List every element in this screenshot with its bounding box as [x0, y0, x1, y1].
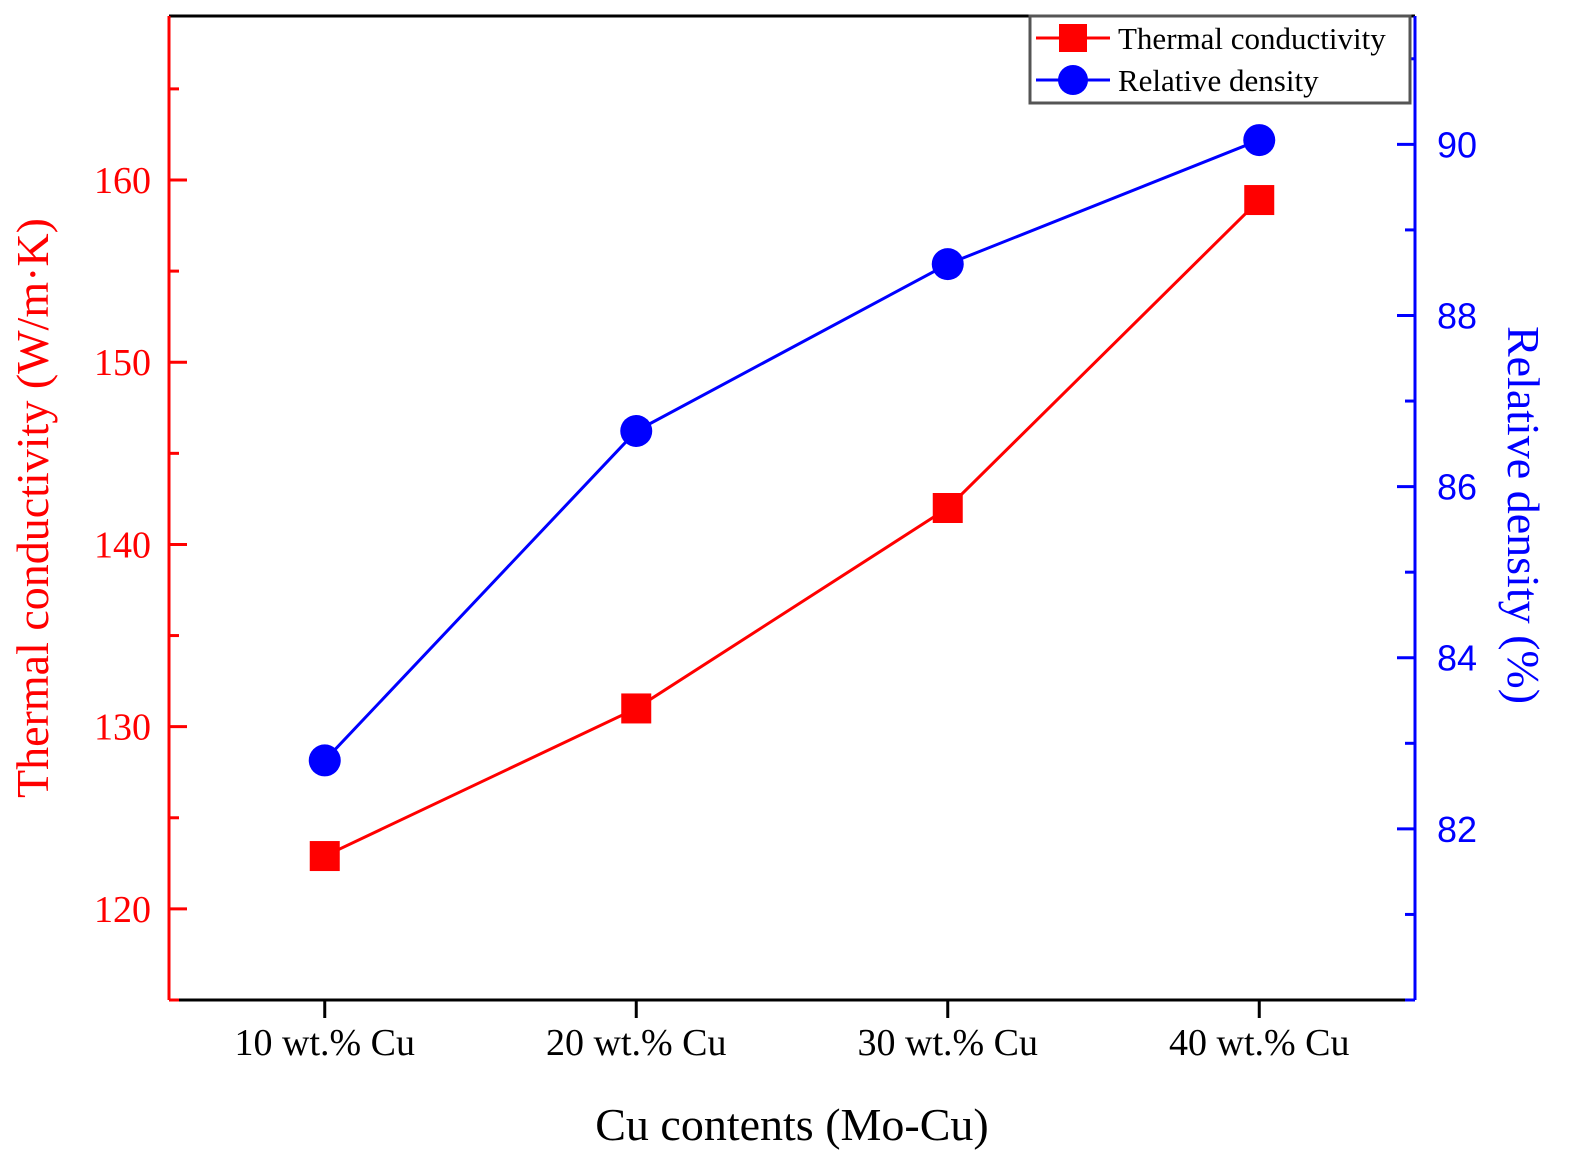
y-left-tick-label: 120	[94, 889, 151, 931]
legend-circle-marker	[1058, 65, 1088, 95]
y-right-tick-label: 84	[1437, 638, 1477, 679]
relative-density-point	[1243, 124, 1276, 157]
legend: Thermal conductivity Relative density	[1028, 14, 1412, 105]
y-right-tick-label: 88	[1437, 295, 1477, 336]
y-left-tick-label: 150	[94, 342, 151, 384]
relative-density-point	[620, 414, 653, 447]
legend-label-thermal: Thermal conductivity	[1118, 21, 1386, 56]
x-tick-label: 40 wt.% Cu	[1169, 1022, 1350, 1064]
legend-label-density: Relative density	[1118, 63, 1319, 98]
y-left-tick-label: 130	[94, 707, 151, 749]
y-right-axis-label: Relative density (%)	[1498, 326, 1549, 704]
thermal-conductivity-point	[1244, 185, 1275, 216]
thermal-conductivity-point	[621, 693, 652, 724]
y-right-tick-label: 86	[1437, 467, 1477, 508]
x-axis-label: Cu contents (Mo-Cu)	[595, 1099, 989, 1150]
relative-density-point	[931, 248, 964, 281]
x-tick-label: 10 wt.% Cu	[235, 1022, 416, 1064]
y-right-tick-label: 90	[1437, 124, 1477, 165]
x-tick-label: 20 wt.% Cu	[546, 1022, 727, 1064]
series-line-square	[324, 198, 1261, 858]
relative-density-point	[308, 744, 341, 777]
legend-square-marker	[1059, 24, 1087, 52]
legend-box	[1028, 14, 1412, 105]
y-left-tick-label: 160	[94, 160, 151, 202]
thermal-conductivity-point	[932, 493, 963, 523]
y-left-tick-label: 140	[94, 524, 151, 566]
series-line-circle	[323, 138, 1260, 762]
x-tick-label: 30 wt.% Cu	[858, 1022, 1039, 1064]
y-left-axis-label: Thermal conductivity (W/m·K)	[7, 218, 58, 798]
y-right-tick-label: 82	[1437, 809, 1477, 850]
thermal-conductivity-point	[309, 841, 340, 872]
